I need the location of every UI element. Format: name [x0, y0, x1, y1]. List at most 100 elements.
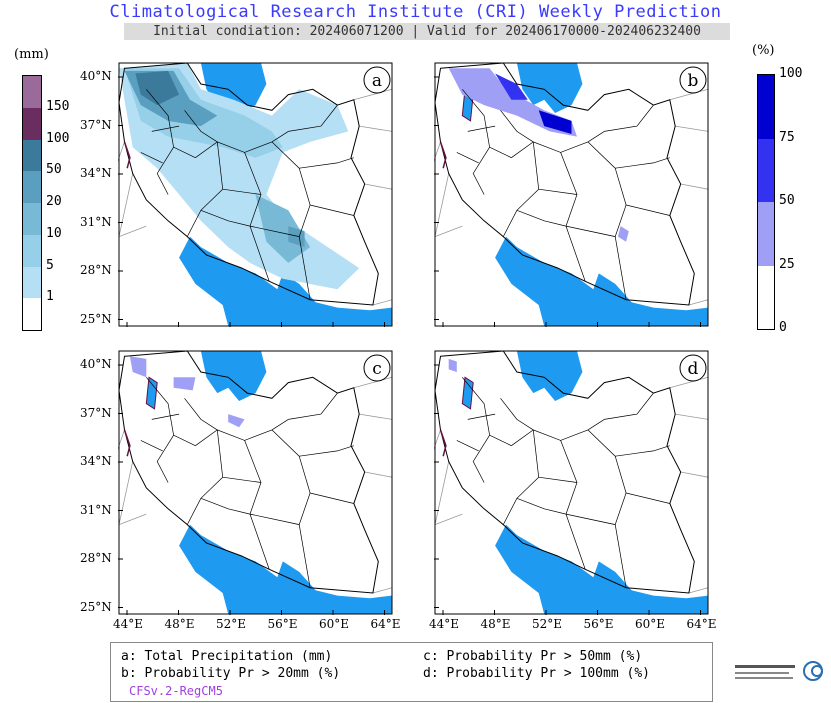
persian-gulf	[179, 524, 392, 614]
precip-overlay	[173, 377, 196, 391]
lat-tick-label: 31°N	[80, 214, 112, 229]
persian-gulf	[179, 236, 392, 326]
model-label: CFSv.2-RegCM5	[129, 684, 223, 698]
precip-colorbar-segment	[23, 139, 41, 172]
panel-letter: c	[372, 359, 382, 379]
lat-tick-label: 28°N	[80, 263, 112, 277]
lon-tick-label: 60°E	[319, 617, 350, 631]
precip-overlay	[228, 414, 245, 428]
precip-colorbar-segment	[23, 234, 41, 267]
panel-letter-circle	[679, 354, 707, 382]
precip-overlay	[538, 110, 572, 134]
prob-colorbar-tick-label: 0	[779, 320, 787, 335]
map-svg: a	[118, 62, 393, 327]
map-panel-a: a 40°N 37°N 34°N 31°N 28°N 25°N	[80, 62, 393, 327]
precip-colorbar-tick-label: 100	[46, 130, 70, 146]
panel-letter: a	[372, 71, 382, 91]
map-svg: d	[434, 350, 709, 615]
lon-tick-label: 52°E	[532, 617, 563, 631]
prob-colorbar-tick-label: 100	[779, 66, 803, 81]
lake-urmia	[145, 376, 158, 410]
lon-tick-label: 44°E	[429, 617, 460, 631]
iran-border	[118, 350, 379, 594]
precip-overlay	[255, 194, 311, 263]
map-svg: b	[434, 62, 709, 327]
precip-colorbar-tick-label: 150	[46, 98, 70, 114]
legend-d: d: Probability Pr > 100mm (%)	[423, 666, 650, 681]
panel-letter: b	[688, 71, 699, 91]
lat-tick-label: 25°N	[80, 599, 112, 614]
prob-colorbar-tick-label: 75	[779, 129, 795, 145]
legend-a: a: Total Precipitation (mm)	[121, 649, 333, 664]
precip-colorbar-segment	[23, 298, 41, 330]
precip-unit-label: (mm)	[14, 47, 49, 62]
iran-border	[118, 62, 379, 306]
precip-colorbar-tick-label: 10	[46, 225, 62, 241]
prob-colorbar-segment	[758, 75, 774, 139]
precip-colorbar-tick-label: 5	[46, 257, 54, 273]
precip-colorbar-tick-label: 20	[46, 194, 62, 209]
lat-tick-label: 37°N	[80, 117, 112, 132]
precip-colorbar-tick-label: 50	[46, 162, 62, 178]
lat-tick-label: 34°N	[80, 454, 112, 468]
precip-colorbar-segment	[23, 76, 41, 108]
map-panel-b: b	[434, 62, 709, 327]
legend-b: b: Probability Pr > 20mm (%)	[121, 666, 341, 681]
lon-tick-label: 60°E	[635, 617, 666, 631]
lat-tick-label: 40°N	[80, 357, 112, 371]
precip-colorbar-segment	[23, 203, 41, 235]
run-info-subtitle: Initial condiation: 202406071200 | Valid…	[124, 23, 730, 40]
prob-unit-label: (%)	[752, 43, 775, 58]
map-svg: c	[118, 350, 393, 615]
caspian-sea	[516, 351, 583, 401]
prob-colorbar-tick-label: 25	[779, 256, 795, 272]
lon-tick-label: 64°E	[686, 617, 717, 631]
lon-tick-label: 48°E	[164, 617, 195, 631]
lon-tick-label: 56°E	[583, 617, 614, 631]
institute-logo	[733, 655, 828, 695]
lat-tick-label: 37°N	[80, 405, 112, 420]
precip-overlay	[288, 226, 305, 248]
caspian-sea	[200, 351, 267, 401]
iran-border	[434, 62, 695, 306]
lat-tick-label: 31°N	[80, 502, 112, 517]
lat-tick-label: 25°N	[80, 311, 112, 326]
precip-colorbar	[22, 75, 42, 331]
persian-gulf	[495, 524, 708, 614]
precip-colorbar-segment	[23, 107, 41, 140]
precip-colorbar-segment	[23, 266, 41, 299]
lon-tick-label: 44°E	[113, 617, 144, 631]
prob-colorbar-segment	[758, 202, 774, 266]
precip-overlay	[617, 226, 629, 242]
precip-colorbar-tick-label: 1	[46, 289, 54, 305]
lon-tick-label: 56°E	[267, 617, 298, 631]
panel-letter: d	[688, 359, 699, 379]
prob-colorbar-segment	[758, 138, 774, 202]
prob-colorbar-tick-label: 50	[779, 193, 795, 208]
map-panel-c: c 40°N 37°N 34°N 31°N 28°N 25°N 44°E 48°E 52°E 56°…	[80, 350, 401, 631]
precip-overlay	[448, 358, 457, 372]
panel-letter-circle	[679, 66, 707, 94]
lat-tick-label: 34°N	[80, 166, 112, 180]
lat-tick-label: 40°N	[80, 69, 112, 83]
lon-tick-label: 48°E	[480, 617, 511, 631]
legend-c: c: Probability Pr > 50mm (%)	[423, 649, 643, 664]
precip-colorbar-segment	[23, 171, 41, 203]
page-title: Climatological Research Institute (CRI) …	[109, 2, 722, 22]
caspian-sea	[516, 63, 583, 113]
panel-legend: a: Total Precipitation (mm) b: Probabili…	[110, 642, 713, 702]
lon-tick-label: 52°E	[216, 617, 247, 631]
precip-overlay	[495, 73, 528, 100]
lat-tick-label: 28°N	[80, 551, 112, 565]
map-panel-d: d 44°E 48°E 52°E 56°E 60°E 64°E	[429, 350, 717, 631]
panel-letter-circle	[363, 354, 391, 382]
precip-overlay	[129, 356, 147, 378]
lake-urmia	[461, 376, 474, 410]
precip-overlay	[135, 70, 180, 106]
prob-colorbar-segment	[758, 265, 774, 329]
iran-border	[434, 350, 695, 594]
panel-letter-circle	[363, 66, 391, 94]
lon-tick-label: 64°E	[370, 617, 401, 631]
persian-gulf	[495, 236, 708, 326]
prob-colorbar	[757, 74, 775, 330]
